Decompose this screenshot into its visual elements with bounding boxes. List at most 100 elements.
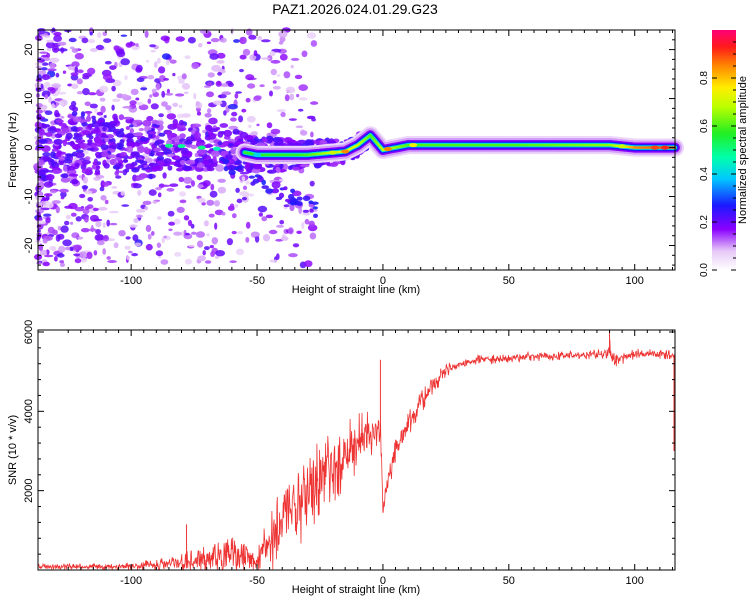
noise-blob (43, 35, 51, 39)
band-blob (131, 168, 140, 173)
band-blob (223, 129, 233, 137)
x-tick-label: 100 (626, 275, 644, 287)
band-blob (58, 122, 67, 127)
noise-blob (52, 45, 60, 53)
noise-blob (44, 110, 53, 115)
band-blob (196, 162, 205, 169)
band-blob (107, 154, 117, 159)
band-blob (82, 130, 90, 135)
band-blob (273, 142, 281, 147)
noise-blob (55, 72, 60, 78)
noise-blob (81, 185, 89, 190)
noise-blob (210, 38, 220, 43)
noise-blob (242, 197, 247, 201)
band-blob (124, 168, 130, 173)
noise-blob (265, 214, 273, 219)
noise-blob (78, 175, 83, 178)
band-blob (38, 169, 46, 177)
band-blob (72, 116, 82, 123)
branch-blob (227, 164, 235, 171)
noise-blob (74, 66, 79, 74)
x-tick-label: 0 (380, 275, 386, 287)
noise-blob (69, 104, 76, 111)
band-blob (86, 115, 91, 122)
colorbar-label: Normalized spectral amplitude (737, 76, 749, 224)
noise-blob (135, 176, 145, 181)
noise-blob (67, 83, 73, 87)
y-tick-label: 10 (23, 92, 35, 104)
noise-blob (59, 260, 65, 264)
noise-blob (157, 192, 162, 198)
band-blob (205, 124, 213, 132)
noise-blob (278, 30, 288, 38)
noise-blob (36, 220, 47, 225)
noise-blob (35, 217, 43, 222)
noise-blob (71, 48, 79, 53)
band-blob (74, 162, 80, 168)
noise-blob (102, 248, 106, 255)
noise-blob (53, 35, 62, 42)
band-blob (207, 130, 214, 136)
ridge-spot (328, 150, 337, 155)
noise-blob (289, 204, 295, 212)
band-blob (81, 159, 91, 165)
band-blob (134, 159, 145, 163)
noise-blob (87, 67, 96, 75)
band-blob (54, 112, 61, 118)
noise-blob (138, 104, 149, 111)
noise-blob (290, 57, 300, 61)
noise-blob (301, 221, 305, 230)
noise-blob (81, 37, 89, 44)
noise-blob (165, 59, 170, 66)
band-blob (75, 139, 86, 144)
noise-blob (76, 78, 83, 85)
band-blob (101, 151, 109, 158)
noise-blob (115, 175, 122, 179)
band-blob (176, 167, 184, 172)
noise-blob (183, 229, 187, 237)
band-blob (314, 139, 320, 145)
noise-blob (276, 224, 284, 228)
noise-blob (92, 207, 99, 212)
colorbar: 0.0 0.2 0.4 0.6 0.8 Normalized spectral ampl… (699, 30, 749, 277)
noise-blob (44, 81, 51, 90)
band-blob (75, 133, 82, 137)
noise-blob (270, 128, 281, 135)
noise-blob (296, 230, 302, 234)
ridge-spot (177, 144, 186, 149)
noise-blob (150, 103, 159, 110)
noise-blob (178, 176, 185, 183)
noise-blob (168, 228, 173, 232)
branch-blob (312, 206, 318, 210)
noise-blob (269, 51, 276, 57)
noise-blob (283, 71, 291, 79)
noise-blob (71, 83, 79, 89)
band-blob (84, 156, 91, 161)
y-tick-label: -20 (23, 238, 35, 254)
band-blob (167, 165, 173, 171)
noise-blob (269, 90, 273, 97)
band-blob (137, 164, 144, 169)
x-tick-label: 0 (380, 575, 386, 587)
noise-blob (204, 113, 212, 118)
noise-blob (207, 72, 215, 78)
noise-blob (172, 72, 176, 77)
band-blob (133, 132, 142, 137)
band-blob (153, 147, 162, 152)
noise-blob (270, 68, 277, 76)
band-blob (168, 161, 178, 165)
noise-blob (283, 204, 290, 208)
noise-blob (42, 261, 50, 267)
branch-blob (308, 200, 314, 205)
band-blob (109, 120, 120, 124)
noise-blob (227, 103, 238, 110)
noise-blob (60, 176, 71, 183)
band-blob (156, 151, 165, 157)
branch-blob (313, 213, 318, 218)
noise-blob (181, 113, 191, 118)
band-blob (53, 138, 64, 145)
band-blob (64, 156, 71, 161)
noise-blob (204, 246, 210, 251)
noise-blob (214, 255, 220, 259)
